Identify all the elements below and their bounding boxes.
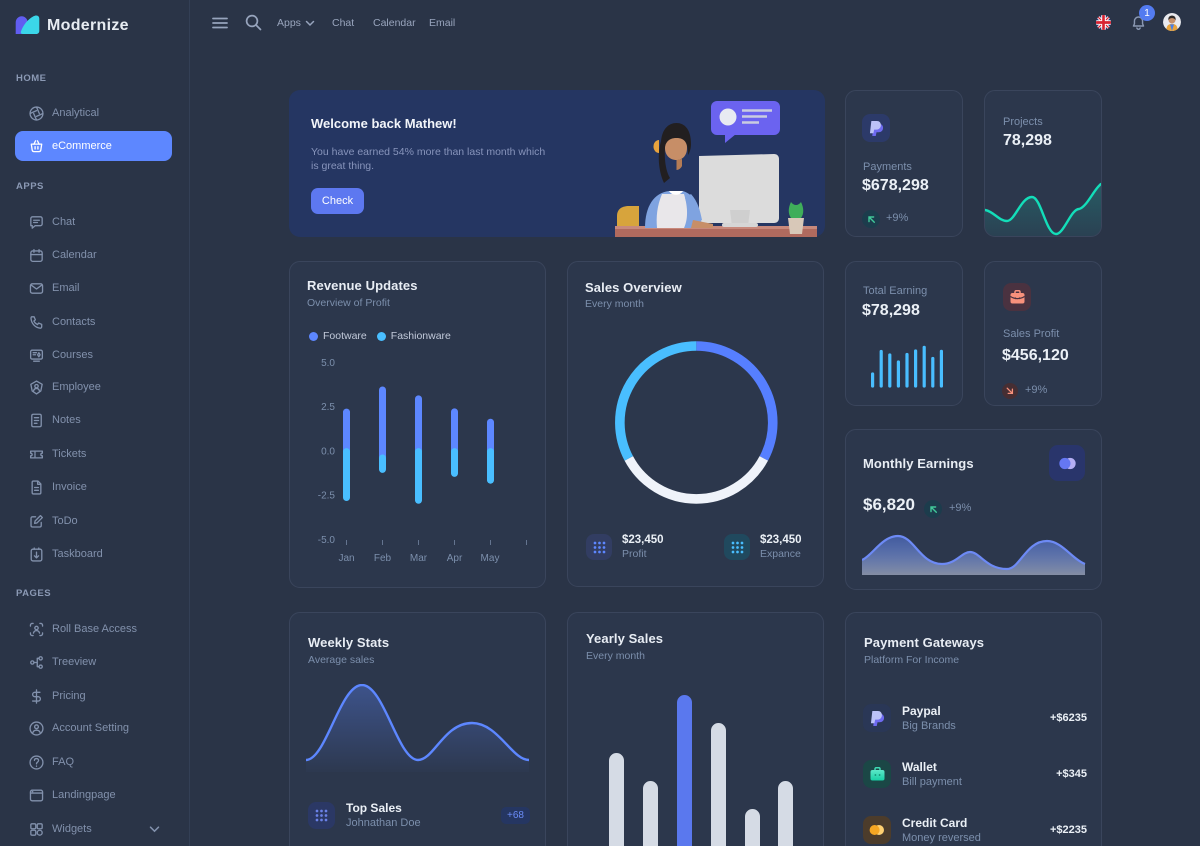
svg-text:Apr: Apr (447, 553, 463, 564)
svg-text:2.5: 2.5 (321, 402, 335, 413)
svg-text:Jan: Jan (338, 553, 354, 564)
svg-text:May: May (481, 553, 500, 564)
svg-text:Feb: Feb (374, 553, 392, 564)
svg-text:Mar: Mar (410, 553, 428, 564)
svg-text:-5.0: -5.0 (318, 535, 336, 546)
svg-text:5.0: 5.0 (321, 358, 335, 369)
svg-text:0.0: 0.0 (321, 446, 335, 457)
svg-text:-2.5: -2.5 (318, 491, 336, 502)
